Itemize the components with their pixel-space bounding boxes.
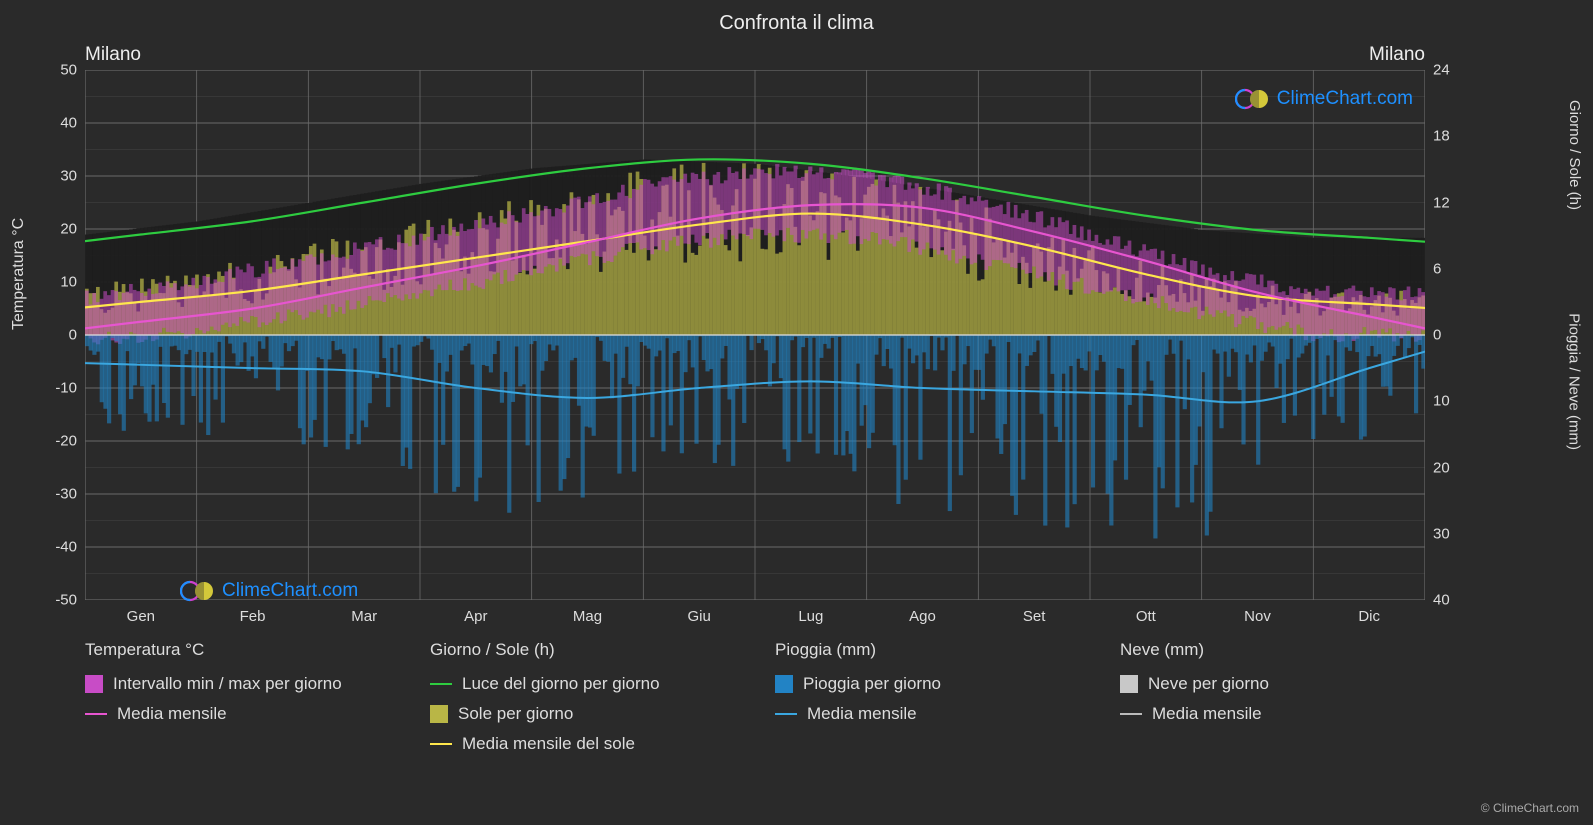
- legend-item-label: Sole per giorno: [458, 704, 573, 724]
- legend-line: [1120, 713, 1142, 715]
- legend-item-label: Luce del giorno per giorno: [462, 674, 660, 694]
- axis-tick-label: 40: [37, 115, 77, 132]
- legend-item: Neve per giorno: [1120, 674, 1425, 694]
- axis-tick-label: 30: [37, 168, 77, 185]
- legend-item-label: Media mensile: [1152, 704, 1262, 724]
- axis-tick-label: 30: [1433, 525, 1473, 542]
- watermark-text: ClimeChart.com: [222, 580, 358, 602]
- axis-tick-label: 10: [1433, 393, 1473, 410]
- axis-tick-label: -40: [37, 539, 77, 556]
- axis-tick-label: -20: [37, 433, 77, 450]
- legend-swatch: [85, 675, 103, 693]
- legend-heading: Temperatura °C: [85, 640, 390, 660]
- chart-plot-area: 50403020100-10-20-30-40-5024181260102030…: [85, 70, 1425, 600]
- legend-item: Luce del giorno per giorno: [430, 674, 735, 694]
- axis-tick-label: 20: [37, 221, 77, 238]
- axis-tick-label: Dic: [1358, 608, 1380, 625]
- legend-item-label: Media mensile: [117, 704, 227, 724]
- copyright-text: © ClimeChart.com: [1481, 801, 1579, 815]
- axis-tick-label: 24: [1433, 62, 1473, 79]
- legend-item: Media mensile del sole: [430, 734, 735, 754]
- legend-col-rain: Pioggia (mm) Pioggia per giorno Media men…: [775, 640, 1080, 764]
- legend-line: [85, 713, 107, 715]
- axis-tick-label: 0: [1433, 327, 1473, 344]
- legend-item-label: Intervallo min / max per giorno: [113, 674, 342, 694]
- axis-tick-label: -10: [37, 380, 77, 397]
- climechart-logo-icon: [1235, 88, 1271, 110]
- legend-heading: Pioggia (mm): [775, 640, 1080, 660]
- legend-item-label: Media mensile: [807, 704, 917, 724]
- axis-tick-label: 40: [1433, 592, 1473, 609]
- y-axis-left-label: Temperatura °C: [10, 218, 28, 330]
- axis-tick-label: Set: [1023, 608, 1046, 625]
- watermark-top: ClimeChart.com: [1235, 88, 1413, 110]
- axis-tick-label: 12: [1433, 194, 1473, 211]
- climechart-logo-icon: [180, 580, 216, 602]
- city-label-right: Milano: [1369, 44, 1425, 66]
- legend-swatch: [430, 705, 448, 723]
- legend-item: Media mensile: [1120, 704, 1425, 724]
- legend-item: Media mensile: [85, 704, 390, 724]
- legend-item: Sole per giorno: [430, 704, 735, 724]
- axis-tick-label: 20: [1433, 459, 1473, 476]
- legend-item: Media mensile: [775, 704, 1080, 724]
- legend-col-snow: Neve (mm) Neve per giorno Media mensile: [1120, 640, 1425, 764]
- axis-tick-label: Feb: [240, 608, 266, 625]
- chart-title: Confronta il clima: [0, 0, 1593, 35]
- city-label-left: Milano: [85, 44, 141, 66]
- legend-swatch: [1120, 675, 1138, 693]
- y-axis-right-bottom-label: Pioggia / Neve (mm): [1566, 313, 1583, 450]
- axis-tick-label: 50: [37, 62, 77, 79]
- axis-tick-label: 6: [1433, 260, 1473, 277]
- legend-line: [430, 683, 452, 685]
- axis-tick-label: Mar: [351, 608, 377, 625]
- watermark-bottom: ClimeChart.com: [180, 580, 358, 602]
- legend-heading: Giorno / Sole (h): [430, 640, 735, 660]
- legend-line: [430, 743, 452, 745]
- legend-item-label: Pioggia per giorno: [803, 674, 941, 694]
- legend-col-daylight: Giorno / Sole (h) Luce del giorno per gi…: [430, 640, 735, 764]
- axis-tick-label: 10: [37, 274, 77, 291]
- axis-tick-label: 0: [37, 327, 77, 344]
- axis-tick-label: Ago: [909, 608, 936, 625]
- legend-item-label: Neve per giorno: [1148, 674, 1269, 694]
- axis-tick-label: 18: [1433, 128, 1473, 145]
- axis-tick-label: Gen: [127, 608, 155, 625]
- legend-item: Pioggia per giorno: [775, 674, 1080, 694]
- axis-tick-label: Giu: [687, 608, 710, 625]
- legend-line: [775, 713, 797, 715]
- axis-tick-label: -50: [37, 592, 77, 609]
- axis-tick-label: -30: [37, 486, 77, 503]
- y-axis-right-top-label: Giorno / Sole (h): [1566, 100, 1583, 210]
- legend-item: Intervallo min / max per giorno: [85, 674, 390, 694]
- axis-tick-label: Mag: [573, 608, 602, 625]
- legend: Temperatura °C Intervallo min / max per …: [85, 640, 1425, 764]
- legend-heading: Neve (mm): [1120, 640, 1425, 660]
- axis-tick-label: Ott: [1136, 608, 1156, 625]
- axis-tick-label: Apr: [464, 608, 487, 625]
- axis-tick-label: Nov: [1244, 608, 1271, 625]
- legend-col-temperature: Temperatura °C Intervallo min / max per …: [85, 640, 390, 764]
- legend-swatch: [775, 675, 793, 693]
- chart-svg: [85, 70, 1425, 600]
- watermark-text: ClimeChart.com: [1277, 88, 1413, 110]
- legend-item-label: Media mensile del sole: [462, 734, 635, 754]
- axis-tick-label: Lug: [798, 608, 823, 625]
